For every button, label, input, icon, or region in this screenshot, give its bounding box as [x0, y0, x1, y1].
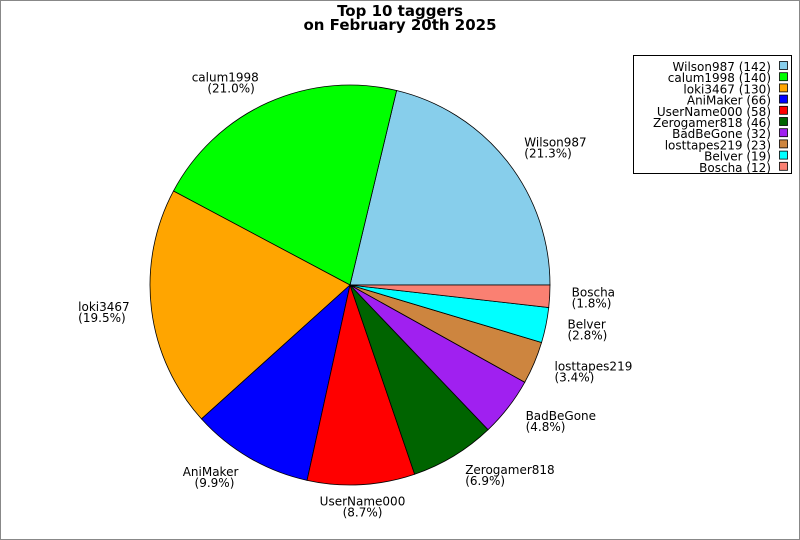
legend-label: BadBeGone (32): [672, 127, 771, 141]
pie-slice: [200, 283, 351, 481]
slice-percent: (2.8%): [567, 329, 607, 343]
legend-label: Boscha (12): [699, 161, 771, 175]
slice-label: calum1998: [192, 71, 259, 85]
legend-swatch: [779, 72, 788, 82]
legend-swatch: [779, 105, 788, 115]
legend-swatch: [779, 128, 788, 138]
slice-percent: (9.9%): [195, 476, 235, 490]
legend-swatch: [779, 161, 788, 171]
pie-slice: [349, 284, 551, 308]
slice-percent: (19.5%): [78, 311, 125, 325]
legend-box: [633, 55, 792, 174]
chart-title: Top 10 taggers: [337, 2, 463, 20]
pie-slice: [172, 84, 398, 286]
slice-percent: (1.8%): [572, 297, 612, 311]
legend-label: loki3467 (130): [683, 82, 771, 96]
slice-percent: (3.4%): [554, 370, 594, 384]
slice-label: loki3467: [78, 300, 130, 314]
slice-label: Zerogamer818: [465, 463, 555, 477]
legend-swatch: [779, 94, 788, 104]
pie-slice: [149, 190, 351, 420]
legend-swatch: [779, 83, 788, 93]
slice-label: UserName000: [320, 495, 406, 509]
slice-label: Wilson987: [524, 136, 586, 150]
pie-slice: [306, 283, 416, 486]
slice-label: BadBeGone: [526, 409, 596, 423]
legend-label: AniMaker (66): [687, 94, 771, 108]
slice-percent: (21.3%): [524, 147, 571, 161]
slice-percent: (4.8%): [526, 420, 566, 434]
slice-percent: (8.7%): [343, 506, 383, 520]
slice-percent: (21.0%): [207, 82, 254, 96]
pie-slice: [349, 90, 551, 286]
slice-label: Belver: [567, 318, 605, 332]
slice-label: AniMaker: [183, 465, 239, 479]
legend-label: UserName000 (58): [657, 105, 771, 119]
slice-percent: (6.9%): [465, 474, 505, 488]
slice-label: losttapes219: [554, 359, 632, 373]
legend-label: losttapes219 (23): [665, 138, 771, 152]
legend-swatch: [779, 139, 788, 149]
legend-swatch: [779, 117, 788, 126]
legend-swatch: [779, 150, 788, 160]
legend-label: Wilson987 (142): [673, 60, 771, 74]
legend-label: Zerogamer818 (46): [653, 116, 771, 130]
legend-swatch: [779, 61, 788, 70]
slice-label: Boscha: [572, 286, 615, 300]
legend-label: calum1998 (140): [668, 71, 771, 85]
legend-label: Belver (19): [704, 150, 771, 164]
chart-subtitle: on February 20th 2025: [303, 16, 496, 34]
